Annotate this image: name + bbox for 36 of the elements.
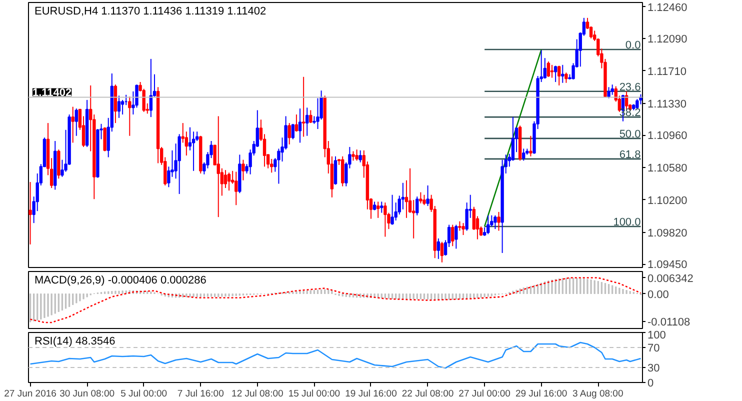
x-tick-label: 29 Jul 16:00 <box>515 388 568 400</box>
y-tick-label: 1.10200 <box>648 194 688 207</box>
y-tick-label: 100 <box>648 330 666 342</box>
y-tick-label: 1.11330 <box>648 98 686 110</box>
y-tick-label: 0.00 <box>648 288 669 301</box>
x-tick-label: 30 Jun 08:00 <box>60 388 115 400</box>
x-tick-label: 22 Jul 08:00 <box>402 388 454 400</box>
y-tick-label: 1.10580 <box>648 162 688 174</box>
x-tick-label: 3 Aug 08:00 <box>572 388 624 400</box>
series-label: 61.8 <box>619 148 641 161</box>
x-tick-label: 27 Jul 00:00 <box>458 388 510 400</box>
y-tick-label: 1.12090 <box>648 33 688 46</box>
x-tick-label: 7 Jul 16:00 <box>177 388 224 400</box>
x-tick-label: 15 Jul 00:00 <box>288 388 340 400</box>
chart-title: EURUSD,H4 1.11370 1.11436 1.11319 1.11402 <box>34 6 266 18</box>
ref-line-label: 1.11402 <box>32 87 72 100</box>
chart-title: MACD(9,26,9) -0.000406 0.000286 <box>34 274 206 286</box>
y-tick-label: 30 <box>648 362 660 374</box>
series-label: 0.0 <box>625 40 641 52</box>
y-tick-label: 1.10960 <box>648 130 688 142</box>
y-tick-label: 0.006342 <box>648 272 694 285</box>
series-label: 50.0 <box>619 128 641 140</box>
y-tick-label: 1.09820 <box>648 227 688 240</box>
y-tick-label: -0.01108 <box>648 316 690 328</box>
y-tick-label: 0 <box>648 378 654 390</box>
x-tick-label: 5 Jul 00:00 <box>120 388 168 400</box>
x-tick-label: 27 Jun 2016 <box>4 388 56 400</box>
y-tick-label: 1.11710 <box>648 66 686 78</box>
y-tick-label: 70 <box>648 342 660 354</box>
y-tick-label: 1.12460 <box>648 2 688 14</box>
series-label: 23.6 <box>619 81 641 94</box>
x-tick-label: 12 Jul 08:00 <box>232 388 284 400</box>
x-tick-label: 19 Jul 16:00 <box>345 388 397 400</box>
series-label: 100.0 <box>613 216 641 228</box>
chart-title: RSI(14) 48.3546 <box>34 336 116 348</box>
y-tick-label: 1.09450 <box>648 259 688 272</box>
